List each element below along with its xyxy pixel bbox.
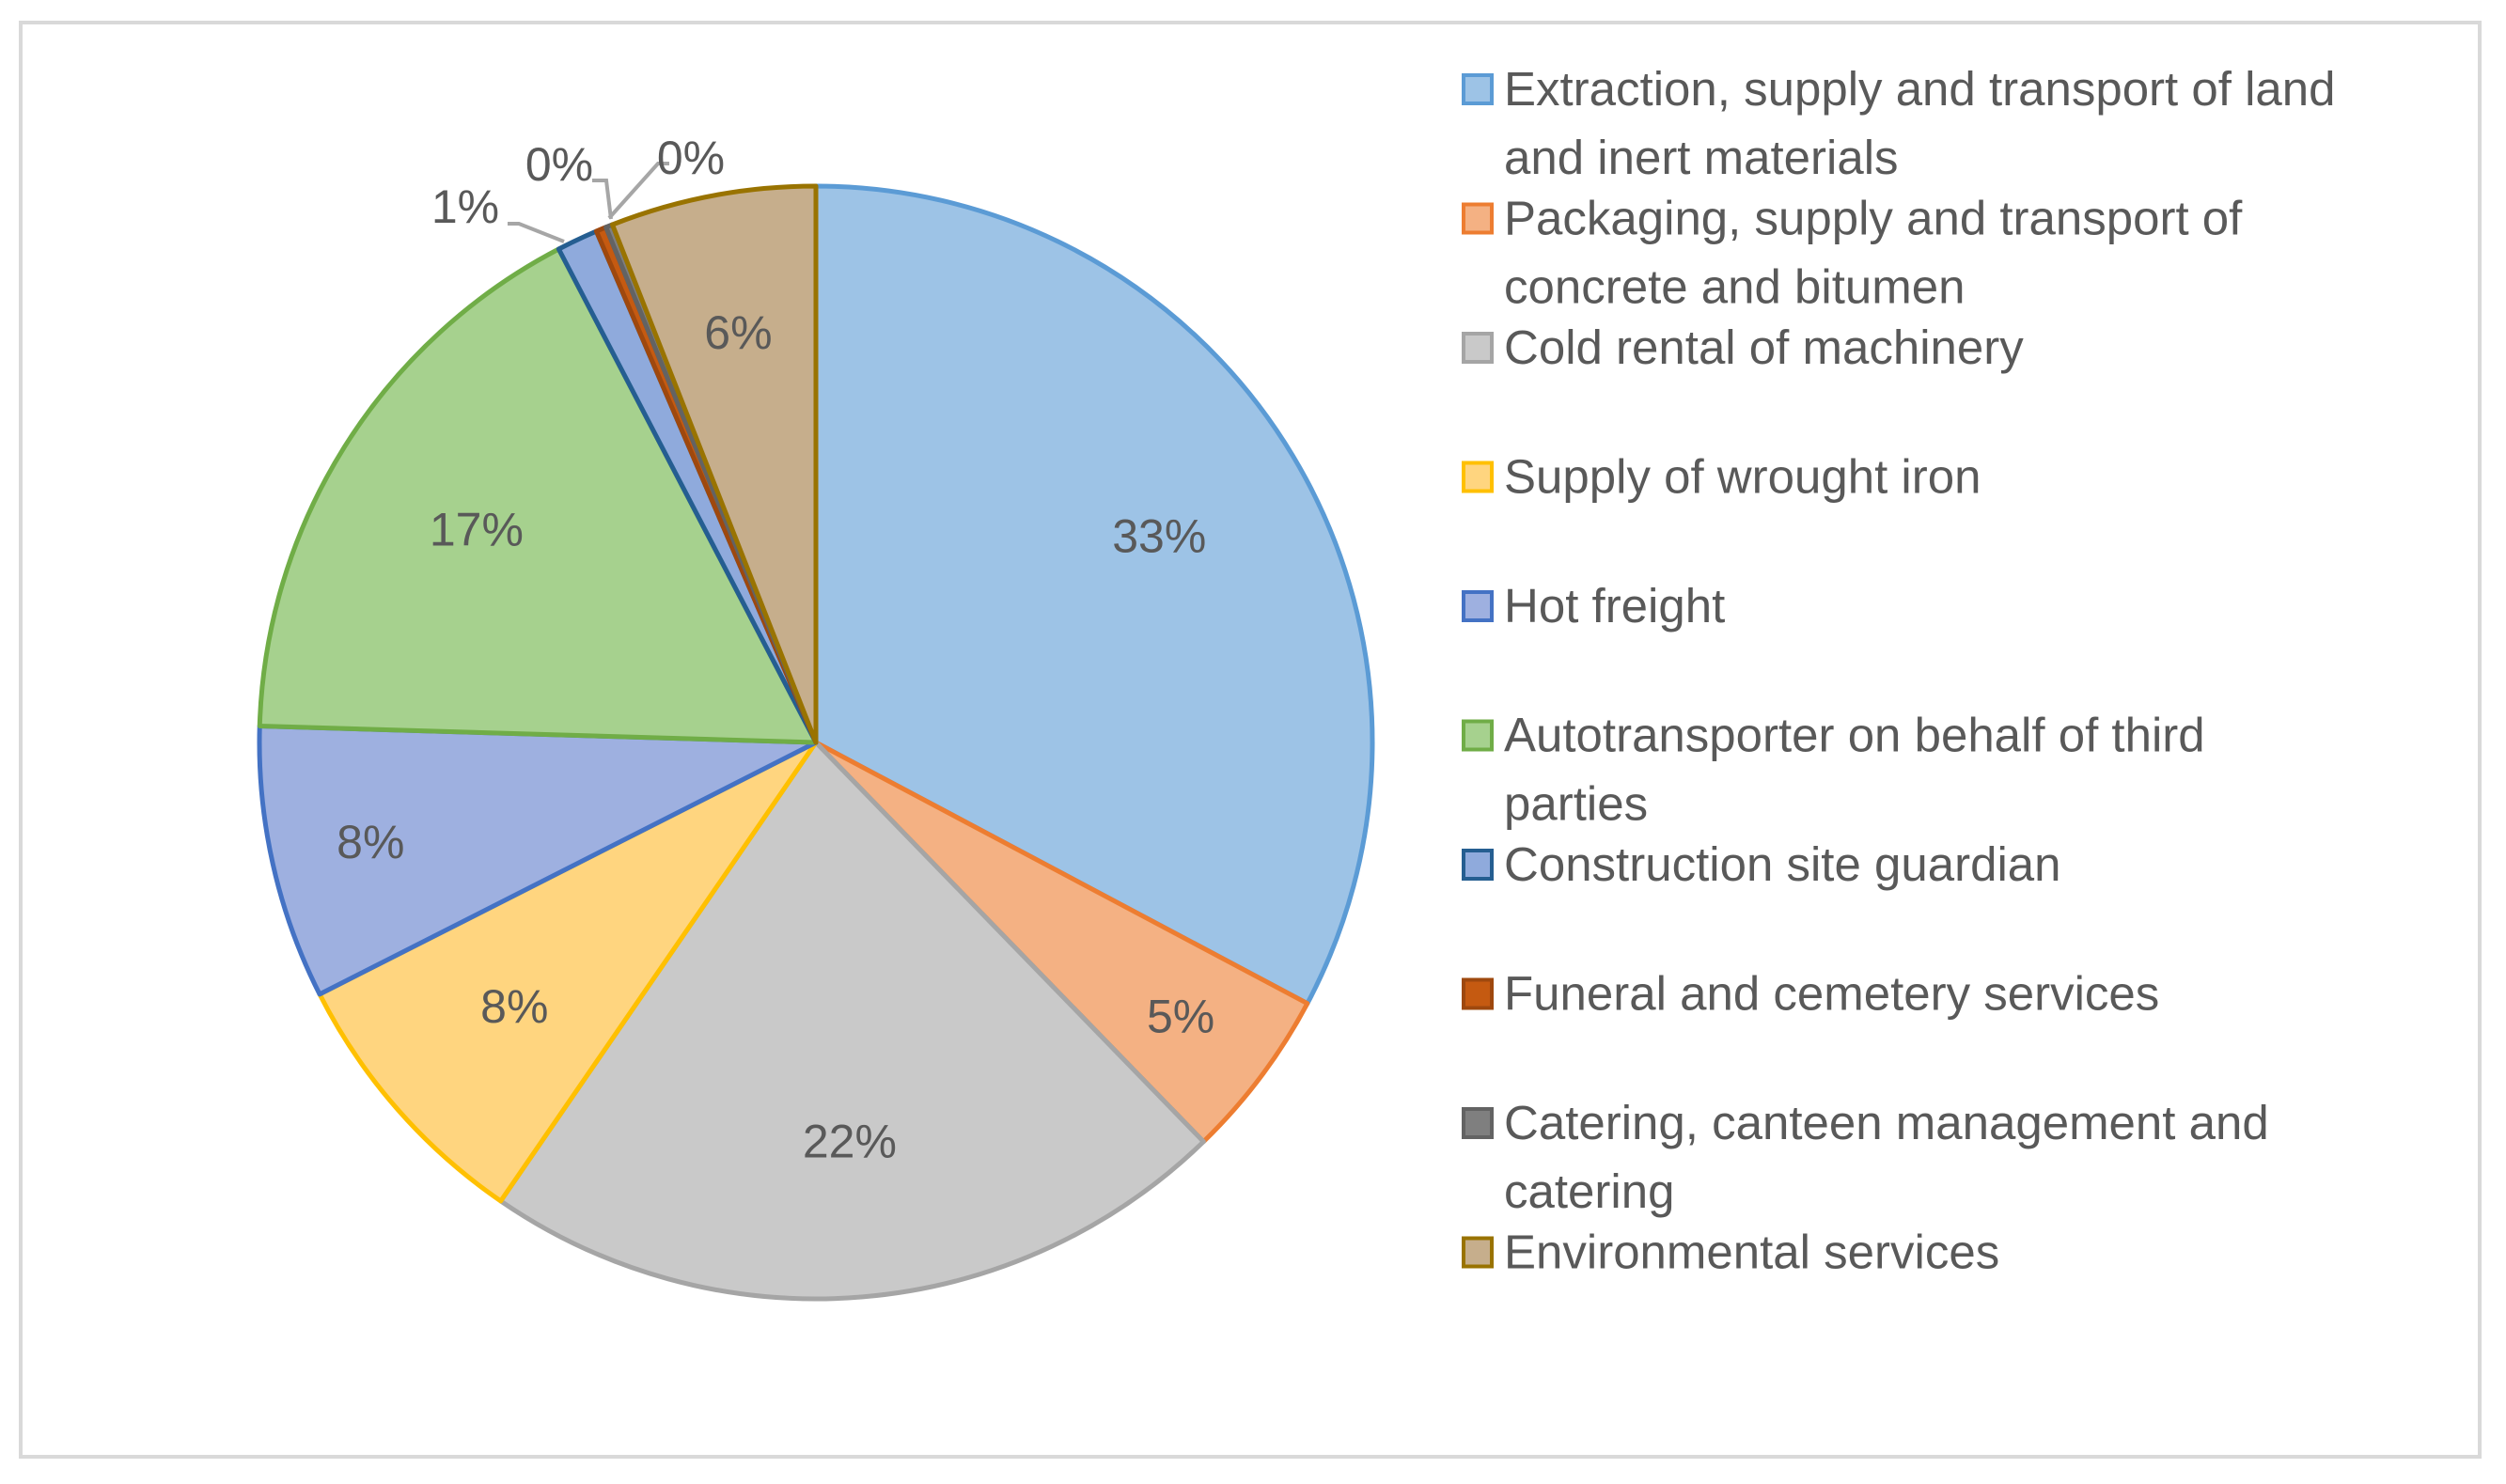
legend-entry-extraction-supply-and-transport-of-land-and-inert-materials: Extraction, supply and transport of land… [1462,62,2336,184]
data-label-funeral-and-cemetery-services: 0% [657,132,725,184]
legend-swatch-catering-canteen-management-and-catering [1462,1107,1494,1139]
legend-entry-environmental-services: Environmental services [1462,1226,1999,1279]
data-label-packaging-supply-and-transport-of-concrete-and-bitumen: 5% [1147,991,1214,1043]
legend-label-cold-rental-of-machinery: Cold rental of machinery [1504,320,2024,374]
pie-slice-environmental-services [610,183,819,745]
data-label-supply-of-wrought-iron: 8% [480,980,548,1033]
legend-label-construction-site-guardian: Construction site guardian [1504,837,2061,891]
legend-swatch-funeral-and-cemetery-services [1462,977,1494,1010]
data-label-construction-site-guardian: 1% [431,180,499,233]
legend-swatch-extraction-supply-and-transport-of-land-and-inert-materials [1462,73,1494,105]
pie-slice-autotransporter-on-behalf-of-third-parties [257,246,819,745]
legend-entry-autotransporter-on-behalf-of-third-parties: Autotransporter on behalf of third partie… [1462,709,2205,831]
legend-swatch-packaging-supply-and-transport-of-concrete-and-bitumen [1462,202,1494,235]
pie-slice-extraction-supply-and-transport-of-land-and-inert-materials [813,183,1375,1007]
legend-entry-construction-site-guardian: Construction site guardian [1462,837,2061,891]
legend-swatch-hot-freight [1462,590,1494,622]
pie-slice-packaging-supply-and-transport-of-concrete-and-bitumen [813,740,1310,1145]
pie-slice-supply-of-wrought-iron [317,740,819,1204]
legend: Extraction, supply and transport of land… [1462,62,2336,1279]
legend-label-funeral-and-cemetery-services: Funeral and cemetery services [1504,967,2159,1021]
legend-label-environmental-services: Environmental services [1504,1226,1999,1279]
legend-swatch-autotransporter-on-behalf-of-third-parties [1462,719,1494,752]
leader-lines [508,162,669,243]
pie-slices [257,183,1375,1302]
data-labels: 33% 5% 22% 8% 8% 17% 1% 0% 0% 6% [337,132,1214,1168]
legend-label-extraction-supply-and-transport-of-land-and-inert-materials: and inert materials [1504,131,1899,184]
legend-label-packaging-supply-and-transport-of-concrete-and-bitumen: Packaging, supply and transport of [1504,192,2243,245]
legend-label-supply-of-wrought-iron: Supply of wrought iron [1504,450,1981,504]
leader-line-catering-canteen-management-and-catering [592,179,613,220]
legend-label-autotransporter-on-behalf-of-third-parties: Autotransporter on behalf of third [1504,709,2205,762]
data-label-extraction-supply-and-transport-of-land-and-inert-materials: 33% [1112,509,1206,562]
legend-swatch-construction-site-guardian [1462,849,1494,881]
legend-label-catering-canteen-management-and-catering: Catering, canteen management and [1504,1096,2269,1149]
legend-entry-packaging-supply-and-transport-of-concrete-and-bitumen: Packaging, supply and transport of concre… [1462,192,2243,314]
legend-entry-catering-canteen-management-and-catering: Catering, canteen management and catering [1462,1096,2269,1218]
legend-entry-cold-rental-of-machinery: Cold rental of machinery [1462,320,2024,374]
data-label-autotransporter-on-behalf-of-third-parties: 17% [430,504,524,556]
leader-line-funeral-and-cemetery-services [607,162,669,220]
legend-label-packaging-supply-and-transport-of-concrete-and-bitumen: concrete and bitumen [1504,260,1965,314]
legend-label-catering-canteen-management-and-catering: catering [1504,1164,1674,1218]
pie-slice-hot-freight [257,723,819,997]
legend-entry-supply-of-wrought-iron: Supply of wrought iron [1462,450,1981,504]
legend-swatch-environmental-services [1462,1236,1494,1269]
pie-slice-cold-rental-of-machinery [498,740,1206,1302]
legend-label-hot-freight: Hot freight [1504,579,1725,633]
legend-entry-funeral-and-cemetery-services: Funeral and cemetery services [1462,967,2159,1021]
legend-entry-hot-freight: Hot freight [1462,579,1725,633]
legend-label-extraction-supply-and-transport-of-land-and-inert-materials: Extraction, supply and transport of land [1504,62,2336,116]
legend-swatch-cold-rental-of-machinery [1462,332,1494,364]
data-label-catering-canteen-management-and-catering: 0% [525,138,593,191]
data-label-cold-rental-of-machinery: 22% [803,1116,897,1168]
leader-line-construction-site-guardian [508,222,565,243]
data-label-hot-freight: 8% [337,816,404,868]
legend-swatch-supply-of-wrought-iron [1462,461,1494,493]
data-label-environmental-services: 6% [704,306,772,359]
legend-label-autotransporter-on-behalf-of-third-parties: parties [1504,777,1648,831]
